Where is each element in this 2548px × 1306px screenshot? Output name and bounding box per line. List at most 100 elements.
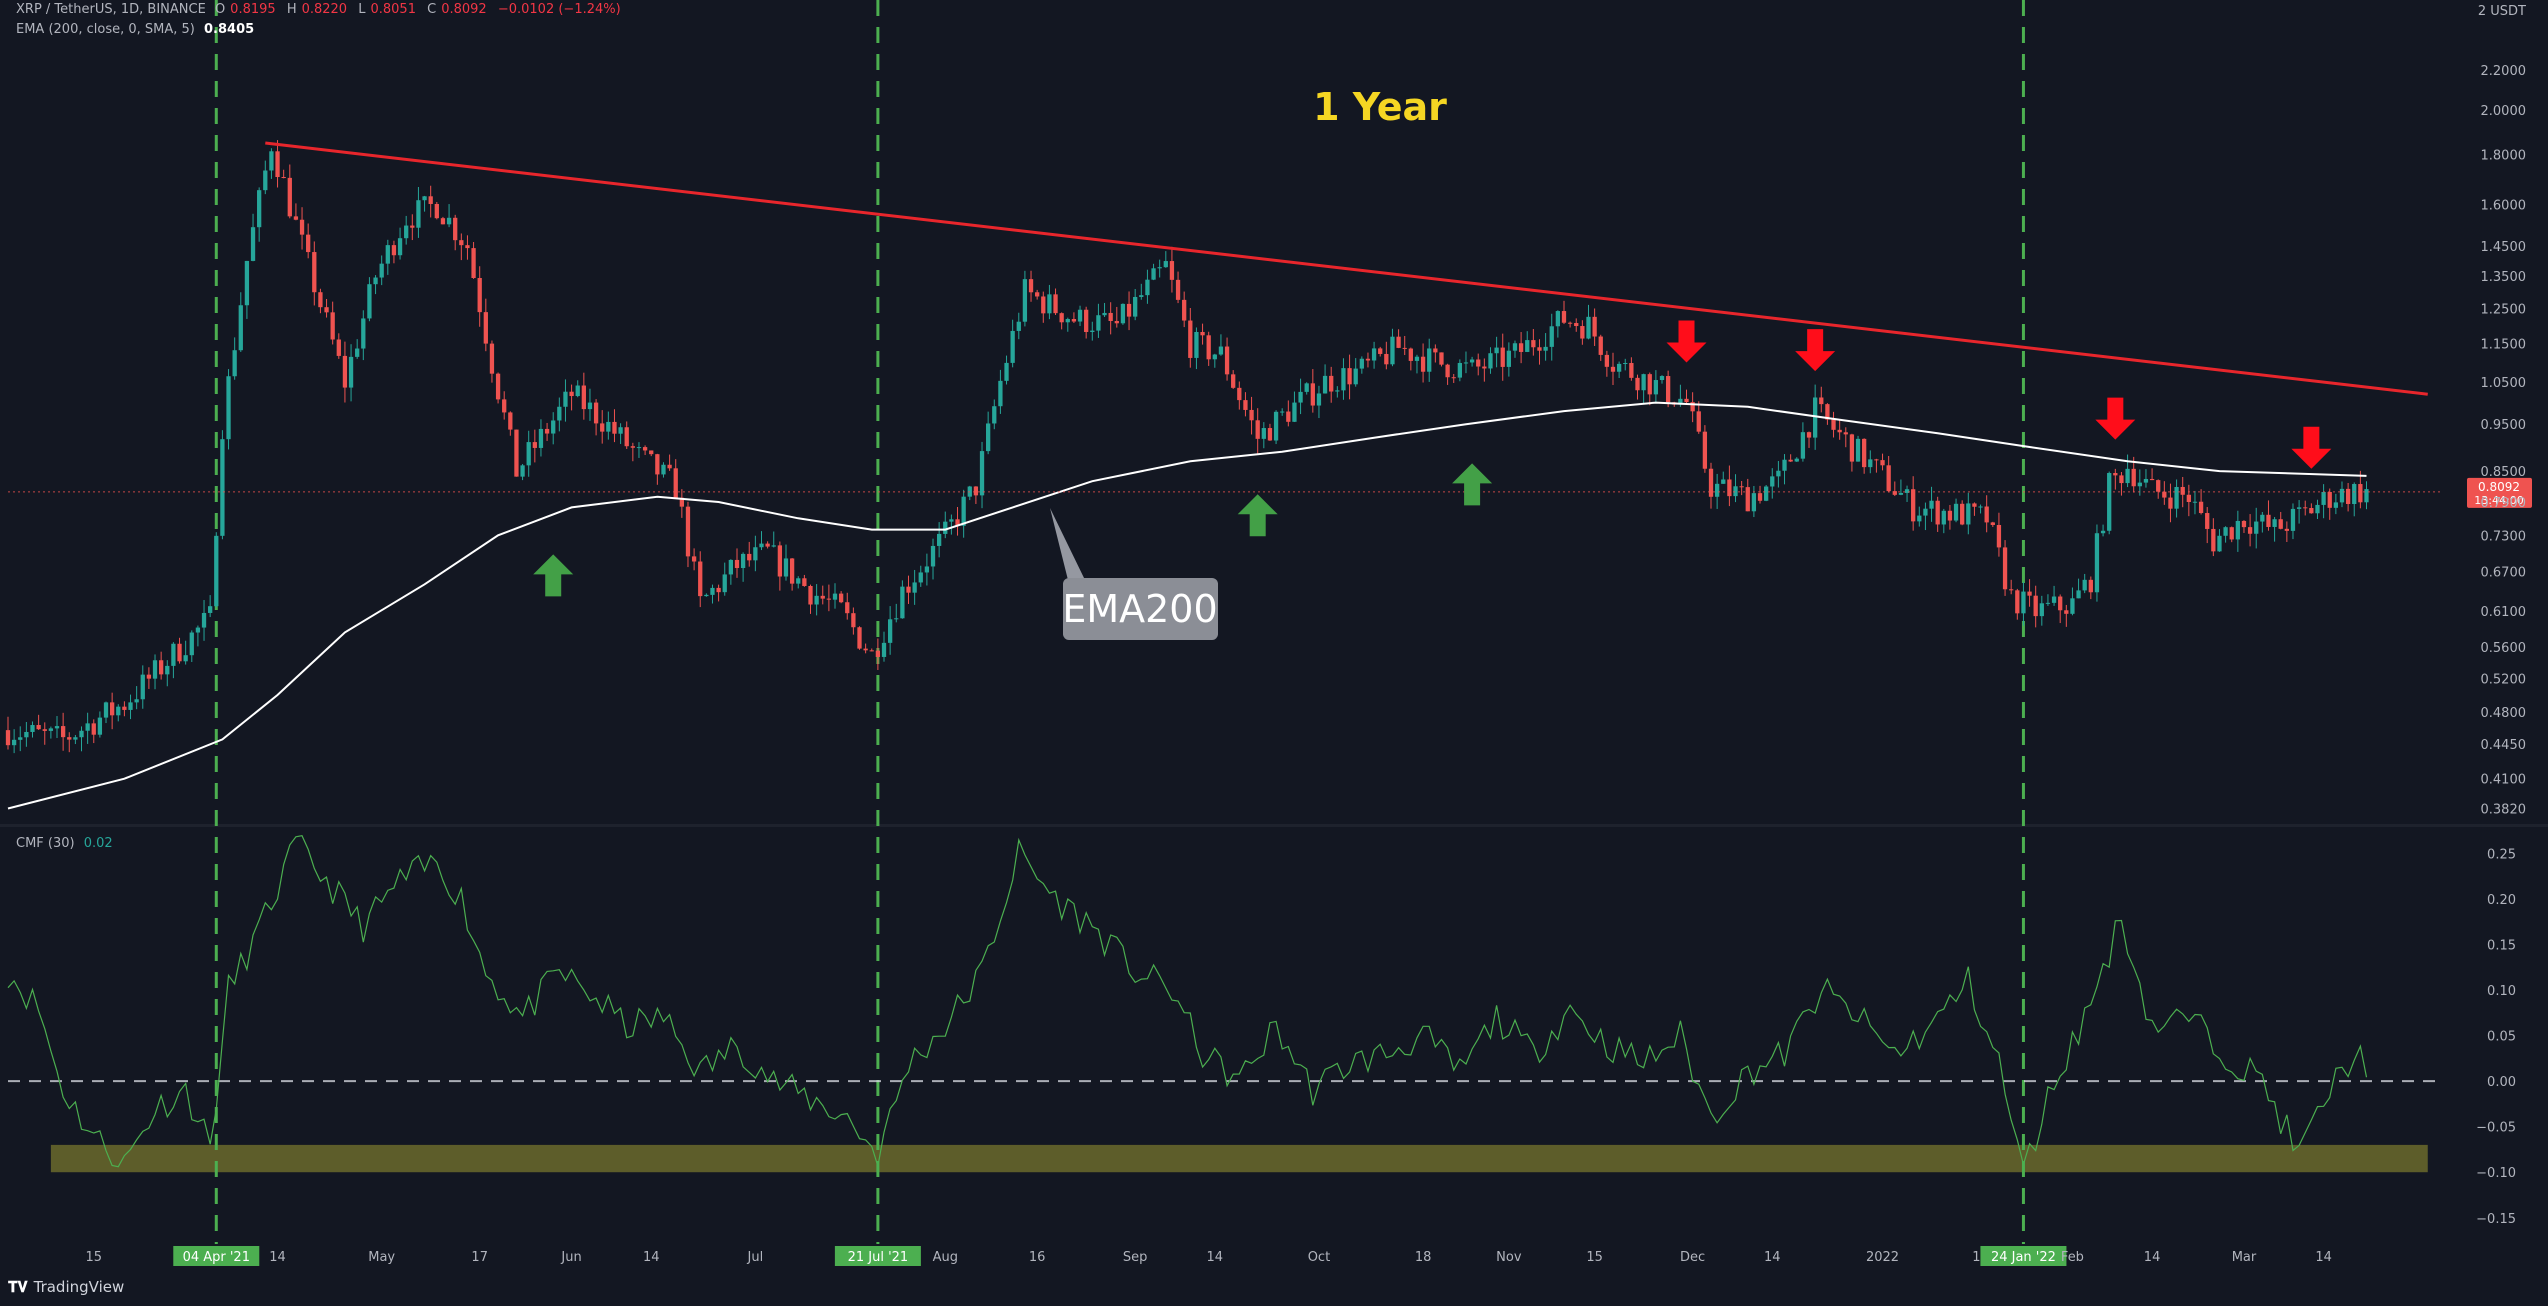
candle-body (661, 464, 666, 475)
candle-body (2058, 596, 2063, 611)
candle-body (1782, 459, 1787, 471)
candle-body (1077, 309, 1083, 322)
candle-body (361, 318, 366, 349)
candle-body (1978, 506, 1983, 508)
candle-body (918, 572, 923, 583)
candle-body (214, 535, 219, 607)
candle-body (1096, 315, 1101, 331)
candle-body (845, 602, 850, 614)
candle-body (875, 650, 881, 657)
candle-body (2107, 473, 2112, 531)
candle-body (1512, 343, 1518, 351)
price-axis-tick: 0.8500 (2481, 465, 2527, 480)
candle-body (2241, 520, 2247, 528)
time-axis-tick: 14 (2315, 1250, 2332, 1265)
time-axis-tick: 14 (2144, 1250, 2161, 1265)
candle-body (1953, 503, 1959, 521)
candle-body (1806, 432, 1812, 438)
candle-body (961, 496, 966, 526)
candle-body (1904, 489, 1910, 493)
candle-body (1243, 400, 1248, 410)
candle-body (2027, 591, 2032, 596)
cmf-axis-tick: 0.20 (2487, 893, 2516, 908)
candle-body (2113, 473, 2118, 476)
candle-body (2064, 610, 2069, 614)
candle-body (728, 559, 734, 575)
arrow-down-icon (2095, 397, 2136, 440)
candle-body (2131, 468, 2136, 487)
candle-body (410, 225, 415, 228)
tradingview-brand[interactable]: 𝐓𝐕 TradingView (8, 1278, 124, 1296)
ema-callout-pointer (1050, 508, 1085, 580)
price-axis-tick: 1.3500 (2481, 270, 2527, 285)
candle-body (1310, 383, 1315, 406)
candle-body (783, 558, 789, 577)
candle-body (1984, 506, 1989, 523)
candle-body (1469, 359, 1475, 363)
candle-body (2082, 579, 2087, 591)
candle-body (1604, 354, 1610, 367)
time-axis-tick: Aug (933, 1250, 958, 1265)
candle-body (2076, 590, 2081, 599)
ema-legend[interactable]: EMA (200, close, 0, SMA, 5) 0.8405 (16, 22, 259, 37)
candle-body (263, 170, 268, 191)
candle-body (618, 427, 623, 434)
symbol-label[interactable]: XRP / TetherUS, 1D, BINANCE (16, 2, 206, 17)
candle-body (575, 385, 580, 397)
cmf-oversold-zone (50, 1144, 2428, 1173)
cmf-axis-tick: 0.25 (2487, 847, 2516, 862)
candle-body (1163, 261, 1168, 268)
candle-body (1880, 460, 1885, 466)
candle-body (24, 731, 29, 738)
candle-body (1494, 347, 1499, 354)
candle-body (1322, 375, 1328, 394)
candle-body (109, 702, 115, 716)
candle-body (538, 428, 544, 448)
candle-body (1108, 312, 1113, 322)
price-axis-tick: 1.6000 (2481, 198, 2527, 213)
candle-body (293, 216, 299, 220)
candle-body (1298, 391, 1303, 403)
time-axis-tick: 24 Jan '22 (1991, 1250, 2056, 1265)
candle-body (2119, 475, 2124, 484)
candle-body (1929, 500, 1934, 509)
time-axis-tick: 14 (1207, 1250, 1224, 1265)
close-value: 0.8092 (441, 2, 487, 17)
candle-body (863, 648, 868, 651)
close-label: C (427, 2, 437, 17)
candle-body (753, 547, 758, 561)
candle-body (979, 451, 985, 496)
candle-body (826, 598, 832, 600)
candle-body (838, 593, 844, 603)
candle-body (1175, 279, 1181, 300)
candle-body (2223, 527, 2228, 536)
candle-body (1071, 319, 1077, 322)
candle-body (642, 447, 648, 451)
candle-body (1739, 486, 1744, 488)
candle-body (397, 238, 403, 256)
candle-body (422, 196, 427, 201)
candle-body (1776, 470, 1781, 477)
candle-body (1004, 362, 1009, 381)
cmf-axis-tick: 0.10 (2487, 984, 2516, 999)
candle-body (532, 442, 537, 448)
candle-body (2088, 579, 2093, 593)
candle-body (1488, 353, 1493, 369)
candle-body (1727, 479, 1732, 497)
candle-body (606, 421, 611, 432)
candle-body (2364, 489, 2369, 503)
candle-body (2100, 530, 2106, 534)
candle-body (391, 245, 397, 256)
candle-body (1206, 335, 1211, 360)
candle-body (146, 674, 152, 679)
candle-body (1537, 347, 1542, 351)
candle-body (324, 307, 329, 313)
candle-body (2303, 507, 2308, 509)
candle-body (1237, 387, 1242, 401)
cmf-value: 0.02 (83, 836, 113, 851)
price-axis-tick: 0.5200 (2481, 672, 2527, 687)
cmf-legend[interactable]: CMF (30) 0.02 (16, 836, 118, 851)
price-axis-tick: 0.9500 (2481, 418, 2527, 433)
candle-body (355, 348, 360, 357)
